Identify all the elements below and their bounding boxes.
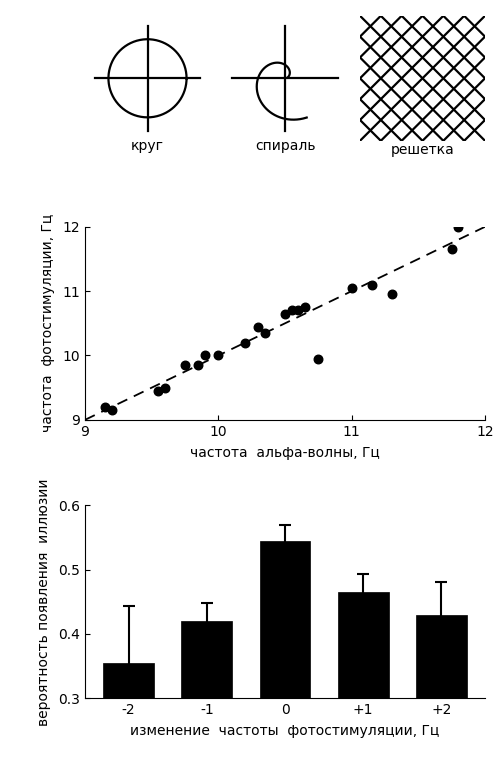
Y-axis label: частота  фотостимуляции, Гц: частота фотостимуляции, Гц — [42, 214, 56, 433]
X-axis label: изменение  частоты  фотостимуляции, Гц: изменение частоты фотостимуляции, Гц — [130, 724, 440, 738]
Point — [101, 401, 109, 413]
Point — [194, 359, 202, 371]
Point — [154, 385, 162, 397]
Point — [454, 221, 462, 233]
Bar — [338, 592, 388, 759]
Bar — [182, 621, 232, 759]
Point — [261, 327, 269, 339]
Bar — [103, 663, 154, 759]
Point — [181, 359, 189, 371]
Point — [301, 301, 309, 313]
Point — [448, 243, 456, 255]
Point — [201, 349, 209, 361]
Point — [108, 404, 116, 416]
Point — [348, 282, 356, 294]
Point — [314, 353, 322, 365]
Point — [368, 279, 376, 291]
Point — [294, 304, 302, 317]
Y-axis label: вероятность появления  иллюзии: вероятность появления иллюзии — [37, 478, 51, 726]
Point — [254, 320, 262, 332]
Text: решетка: решетка — [390, 143, 454, 157]
Point — [214, 349, 222, 361]
Point — [241, 336, 249, 348]
Text: круг: круг — [131, 139, 164, 153]
X-axis label: частота  альфа-волны, Гц: частота альфа-волны, Гц — [190, 446, 380, 460]
Point — [388, 288, 396, 301]
Bar — [260, 540, 310, 759]
Bar — [416, 615, 467, 759]
Point — [288, 304, 296, 317]
Text: спираль: спираль — [255, 139, 316, 153]
Point — [161, 382, 169, 394]
Point — [281, 307, 289, 320]
